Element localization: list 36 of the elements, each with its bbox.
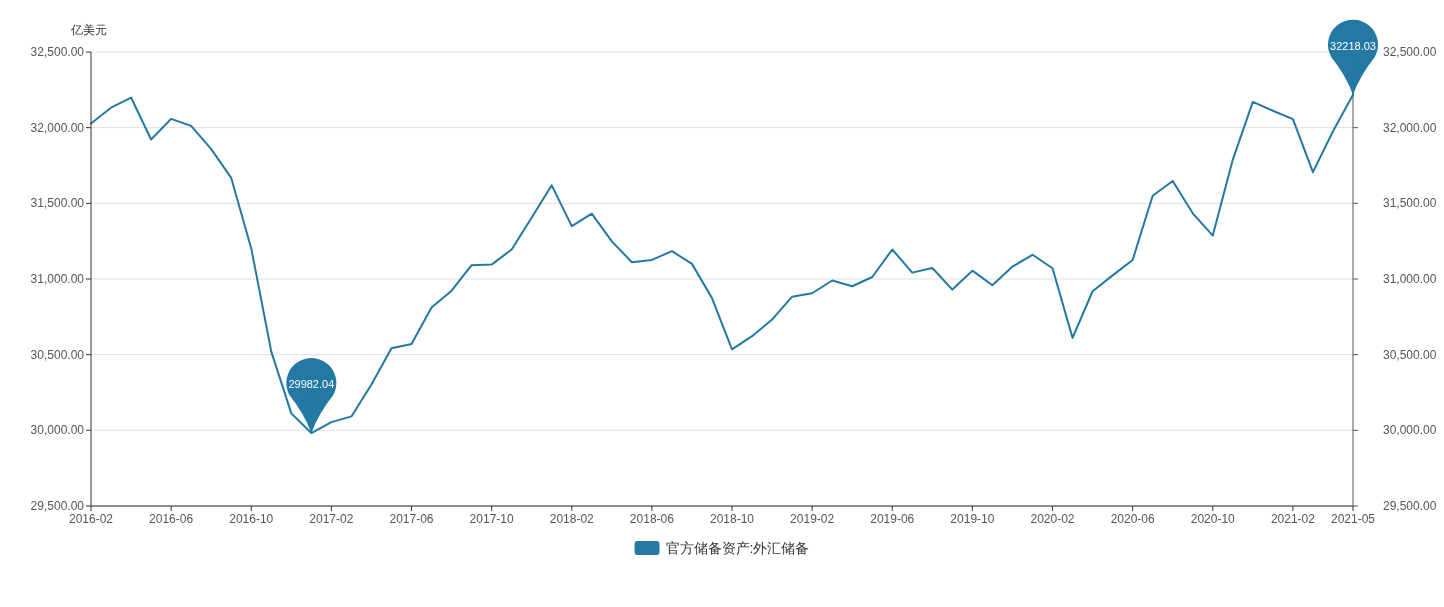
- legend: 官方储备资产:外汇储备: [634, 540, 810, 556]
- y2-tick-label: 30,000.00: [1383, 423, 1437, 438]
- annotation: 29982.04: [288, 378, 335, 391]
- y2-tick-label: 30,500.00: [1383, 347, 1437, 362]
- y2-tick-label: 29,500.00: [1383, 499, 1437, 513]
- y2-tick-label: 31,000.00: [1383, 272, 1437, 286]
- x-tick-label: 2018-10: [709, 512, 755, 526]
- x-tick-label: 2020-06: [1110, 512, 1155, 526]
- x-tick-label: 2017-02: [309, 512, 354, 526]
- x-tick-label: 2016-10: [229, 512, 274, 526]
- y2-tick-label: 32,500.00: [1383, 45, 1437, 59]
- annotation: 32218.03: [1330, 39, 1376, 52]
- y-tick-label: 31,500.00: [30, 196, 85, 211]
- x-tick-label: 2021-02: [1270, 512, 1316, 526]
- y-tick-label: 30,500.00: [30, 347, 85, 362]
- y-tick-label: 29,500.00: [30, 499, 85, 513]
- y-tick-label: 30,000.00: [30, 423, 85, 438]
- y2-tick-label: 32,000.00: [1383, 120, 1437, 135]
- x-tick-label: 2019-06: [870, 512, 915, 526]
- x-tick-label: 2016-02: [68, 512, 114, 526]
- y-tick-label: 32,500.00: [30, 45, 85, 59]
- x-tick-label: 2017-06: [389, 512, 434, 526]
- y-axis-title: 亿美元: [70, 23, 107, 37]
- legend-label: 官方储备资产:外汇储备: [665, 540, 810, 556]
- x-tick-label: 2017-10: [469, 512, 514, 526]
- y-tick-label: 31,000.00: [30, 272, 85, 286]
- y-tick-label: 32,000.00: [30, 120, 85, 135]
- x-tick-label: 2018-06: [629, 512, 675, 526]
- x-tick-label: 2020-10: [1190, 512, 1236, 526]
- x-tick-label: 2018-02: [549, 512, 595, 526]
- x-tick-label: 2019-02: [790, 512, 835, 526]
- x-tick-label: 2019-10: [950, 512, 995, 526]
- x-tick-label: 2021-05: [1330, 512, 1376, 526]
- y2-tick-label: 31,500.00: [1383, 196, 1437, 211]
- x-tick-label: 2016-06: [149, 512, 194, 526]
- x-tick-label: 2020-02: [1030, 512, 1075, 526]
